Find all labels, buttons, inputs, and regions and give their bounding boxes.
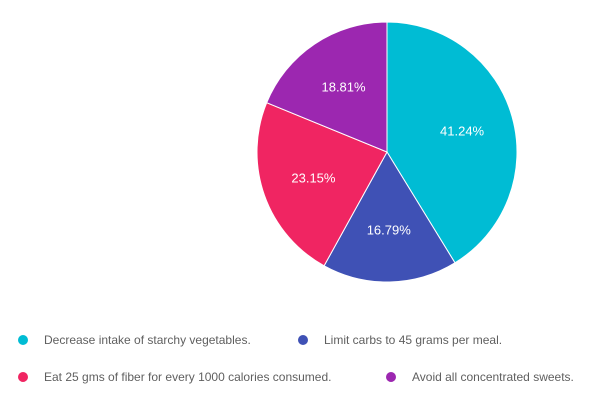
pie-slice-1[interactable] <box>323 151 456 283</box>
slice-value-label-0: 41.24% <box>440 123 485 138</box>
legend-marker-icon <box>298 335 308 345</box>
legend-label: Limit carbs to 45 grams per meal. <box>324 333 503 347</box>
legend-label: Eat 25 gms of fiber for every 1000 calor… <box>44 370 332 384</box>
slice-value-label-2: 23.15% <box>291 170 336 185</box>
pie-chart: 41.24% 16.79% 23.15% 18.81% <box>256 21 518 283</box>
pie-slices <box>256 21 518 283</box>
pie-slice-0[interactable] <box>386 21 518 264</box>
pie-slice-labels: 41.24% 16.79% 23.15% 18.81% <box>291 80 484 238</box>
legend-label: Avoid all concentrated sweets. <box>412 370 574 384</box>
pie-slice-2[interactable] <box>256 102 388 267</box>
pie-slice-3[interactable] <box>266 21 388 153</box>
slice-value-label-1: 16.79% <box>367 222 412 237</box>
slice-value-label-3: 18.81% <box>321 80 366 95</box>
legend-item-limit-carbs[interactable]: Limit carbs to 45 grams per meal. <box>298 333 502 347</box>
legend-marker-icon <box>386 372 396 382</box>
legend-item-starchy-vegetables[interactable]: Decrease intake of starchy vegetables. <box>18 333 251 347</box>
legend-marker-icon <box>18 335 28 345</box>
legend-marker-icon <box>18 372 28 382</box>
legend-item-fiber[interactable]: Eat 25 gms of fiber for every 1000 calor… <box>18 370 331 384</box>
legend-label: Decrease intake of starchy vegetables. <box>44 333 251 347</box>
legend-item-avoid-sweets[interactable]: Avoid all concentrated sweets. <box>386 370 574 384</box>
